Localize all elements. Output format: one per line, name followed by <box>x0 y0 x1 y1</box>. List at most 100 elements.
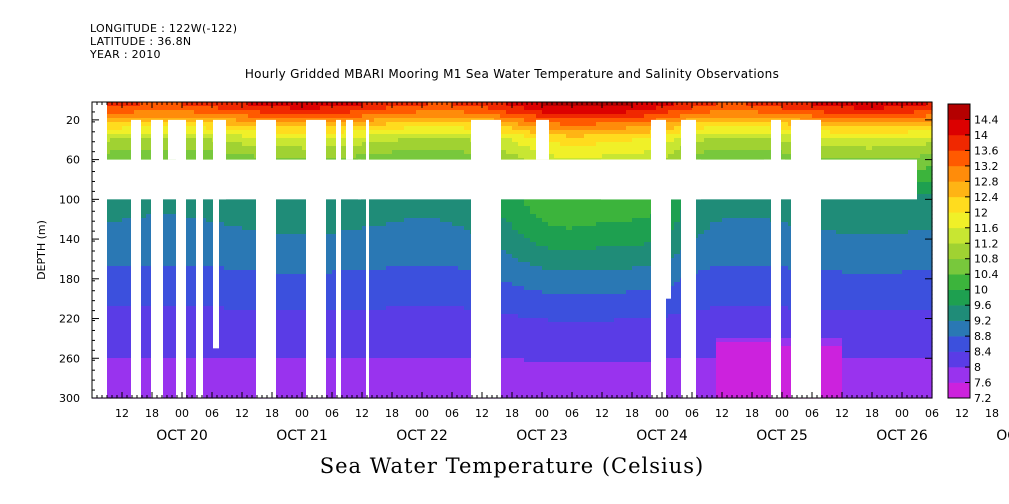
field-cell <box>500 122 507 127</box>
field-cell <box>782 130 789 135</box>
field-cell <box>464 230 471 235</box>
field-cell <box>440 126 447 131</box>
field-cell <box>908 134 915 139</box>
field-cell <box>536 110 543 115</box>
field-cell <box>608 118 615 123</box>
field-cell <box>482 114 489 119</box>
field-cell <box>518 230 525 235</box>
field-cell <box>908 230 915 235</box>
field-cell <box>284 154 291 159</box>
field-cell <box>926 238 933 243</box>
field-cell <box>608 146 615 151</box>
field-cell <box>782 110 789 115</box>
field-cell <box>812 114 819 119</box>
field-cell <box>608 126 615 131</box>
field-cell <box>284 106 291 111</box>
field-cell <box>404 210 411 215</box>
field-cell <box>524 114 531 119</box>
field-cell <box>818 102 825 107</box>
field-cell <box>218 214 225 219</box>
field-cell <box>644 122 651 127</box>
field-cell <box>608 238 615 243</box>
field-cell <box>602 234 609 239</box>
field-cell <box>566 214 573 219</box>
field-cell <box>596 114 603 119</box>
field-cell <box>224 126 231 131</box>
field-cell <box>302 234 309 239</box>
field-cell <box>122 130 129 135</box>
field-cell <box>164 214 171 219</box>
field-cell <box>578 134 585 139</box>
field-cell <box>206 142 213 147</box>
field-cell <box>218 102 225 107</box>
field-cell <box>218 238 225 243</box>
field-cell <box>644 238 651 243</box>
field-cell <box>764 130 771 135</box>
field-cell <box>374 130 381 135</box>
field-cell <box>146 114 153 119</box>
field-cell <box>848 214 855 219</box>
field-cell <box>698 206 705 211</box>
field-cell <box>494 114 501 119</box>
field-cell <box>134 106 141 111</box>
field-cell <box>386 138 393 143</box>
field-cell <box>146 218 153 223</box>
field-cell <box>842 134 849 139</box>
field-cell <box>902 118 909 123</box>
field-cell <box>914 166 921 171</box>
field-cell <box>788 106 795 111</box>
field-cell <box>884 114 891 119</box>
field-cell <box>278 214 285 219</box>
field-cell <box>290 238 297 243</box>
field-cell <box>290 122 297 127</box>
field-cell <box>878 146 885 151</box>
field-cell <box>242 146 249 151</box>
field-cell <box>704 238 711 243</box>
field-cell <box>332 210 339 215</box>
field-cell <box>368 226 375 231</box>
field-cell <box>578 122 585 127</box>
field-cell <box>530 222 537 227</box>
field-cell <box>644 230 651 235</box>
field-cell <box>920 234 927 239</box>
field-cell <box>440 230 447 235</box>
field-cell <box>110 154 117 159</box>
field-cell <box>686 106 693 111</box>
field-cell <box>422 202 429 207</box>
field-cell <box>590 150 597 155</box>
field-cell <box>926 142 933 147</box>
field-cell <box>638 122 645 127</box>
field-cell <box>194 114 201 119</box>
field-cell <box>356 234 363 239</box>
field-cell <box>422 154 429 159</box>
field-cell <box>242 142 249 147</box>
field-cell <box>746 222 753 227</box>
field-cell <box>368 198 375 203</box>
field-cell <box>416 226 423 231</box>
field-cell <box>710 146 717 151</box>
field-cell <box>386 202 393 207</box>
field-cell <box>884 118 891 123</box>
field-cell <box>908 210 915 215</box>
field-cell <box>848 130 855 135</box>
field-cell <box>506 202 513 207</box>
field-cell <box>296 106 303 111</box>
field-cell <box>626 198 633 203</box>
field-cell <box>548 126 555 131</box>
field-cell <box>818 138 825 143</box>
field-cell <box>824 114 831 119</box>
field-cell <box>716 214 723 219</box>
field-cell <box>392 242 399 247</box>
field-cell <box>530 214 537 219</box>
field-cell <box>560 234 567 239</box>
field-cell <box>386 198 393 203</box>
field-cell <box>452 238 459 243</box>
field-cell <box>224 202 231 207</box>
field-cell <box>596 110 603 115</box>
field-cell <box>770 102 777 107</box>
field-cell <box>866 126 873 131</box>
field-cell <box>242 222 249 227</box>
field-cell <box>710 130 717 135</box>
field-cell <box>206 106 213 111</box>
field-cell <box>830 134 837 139</box>
